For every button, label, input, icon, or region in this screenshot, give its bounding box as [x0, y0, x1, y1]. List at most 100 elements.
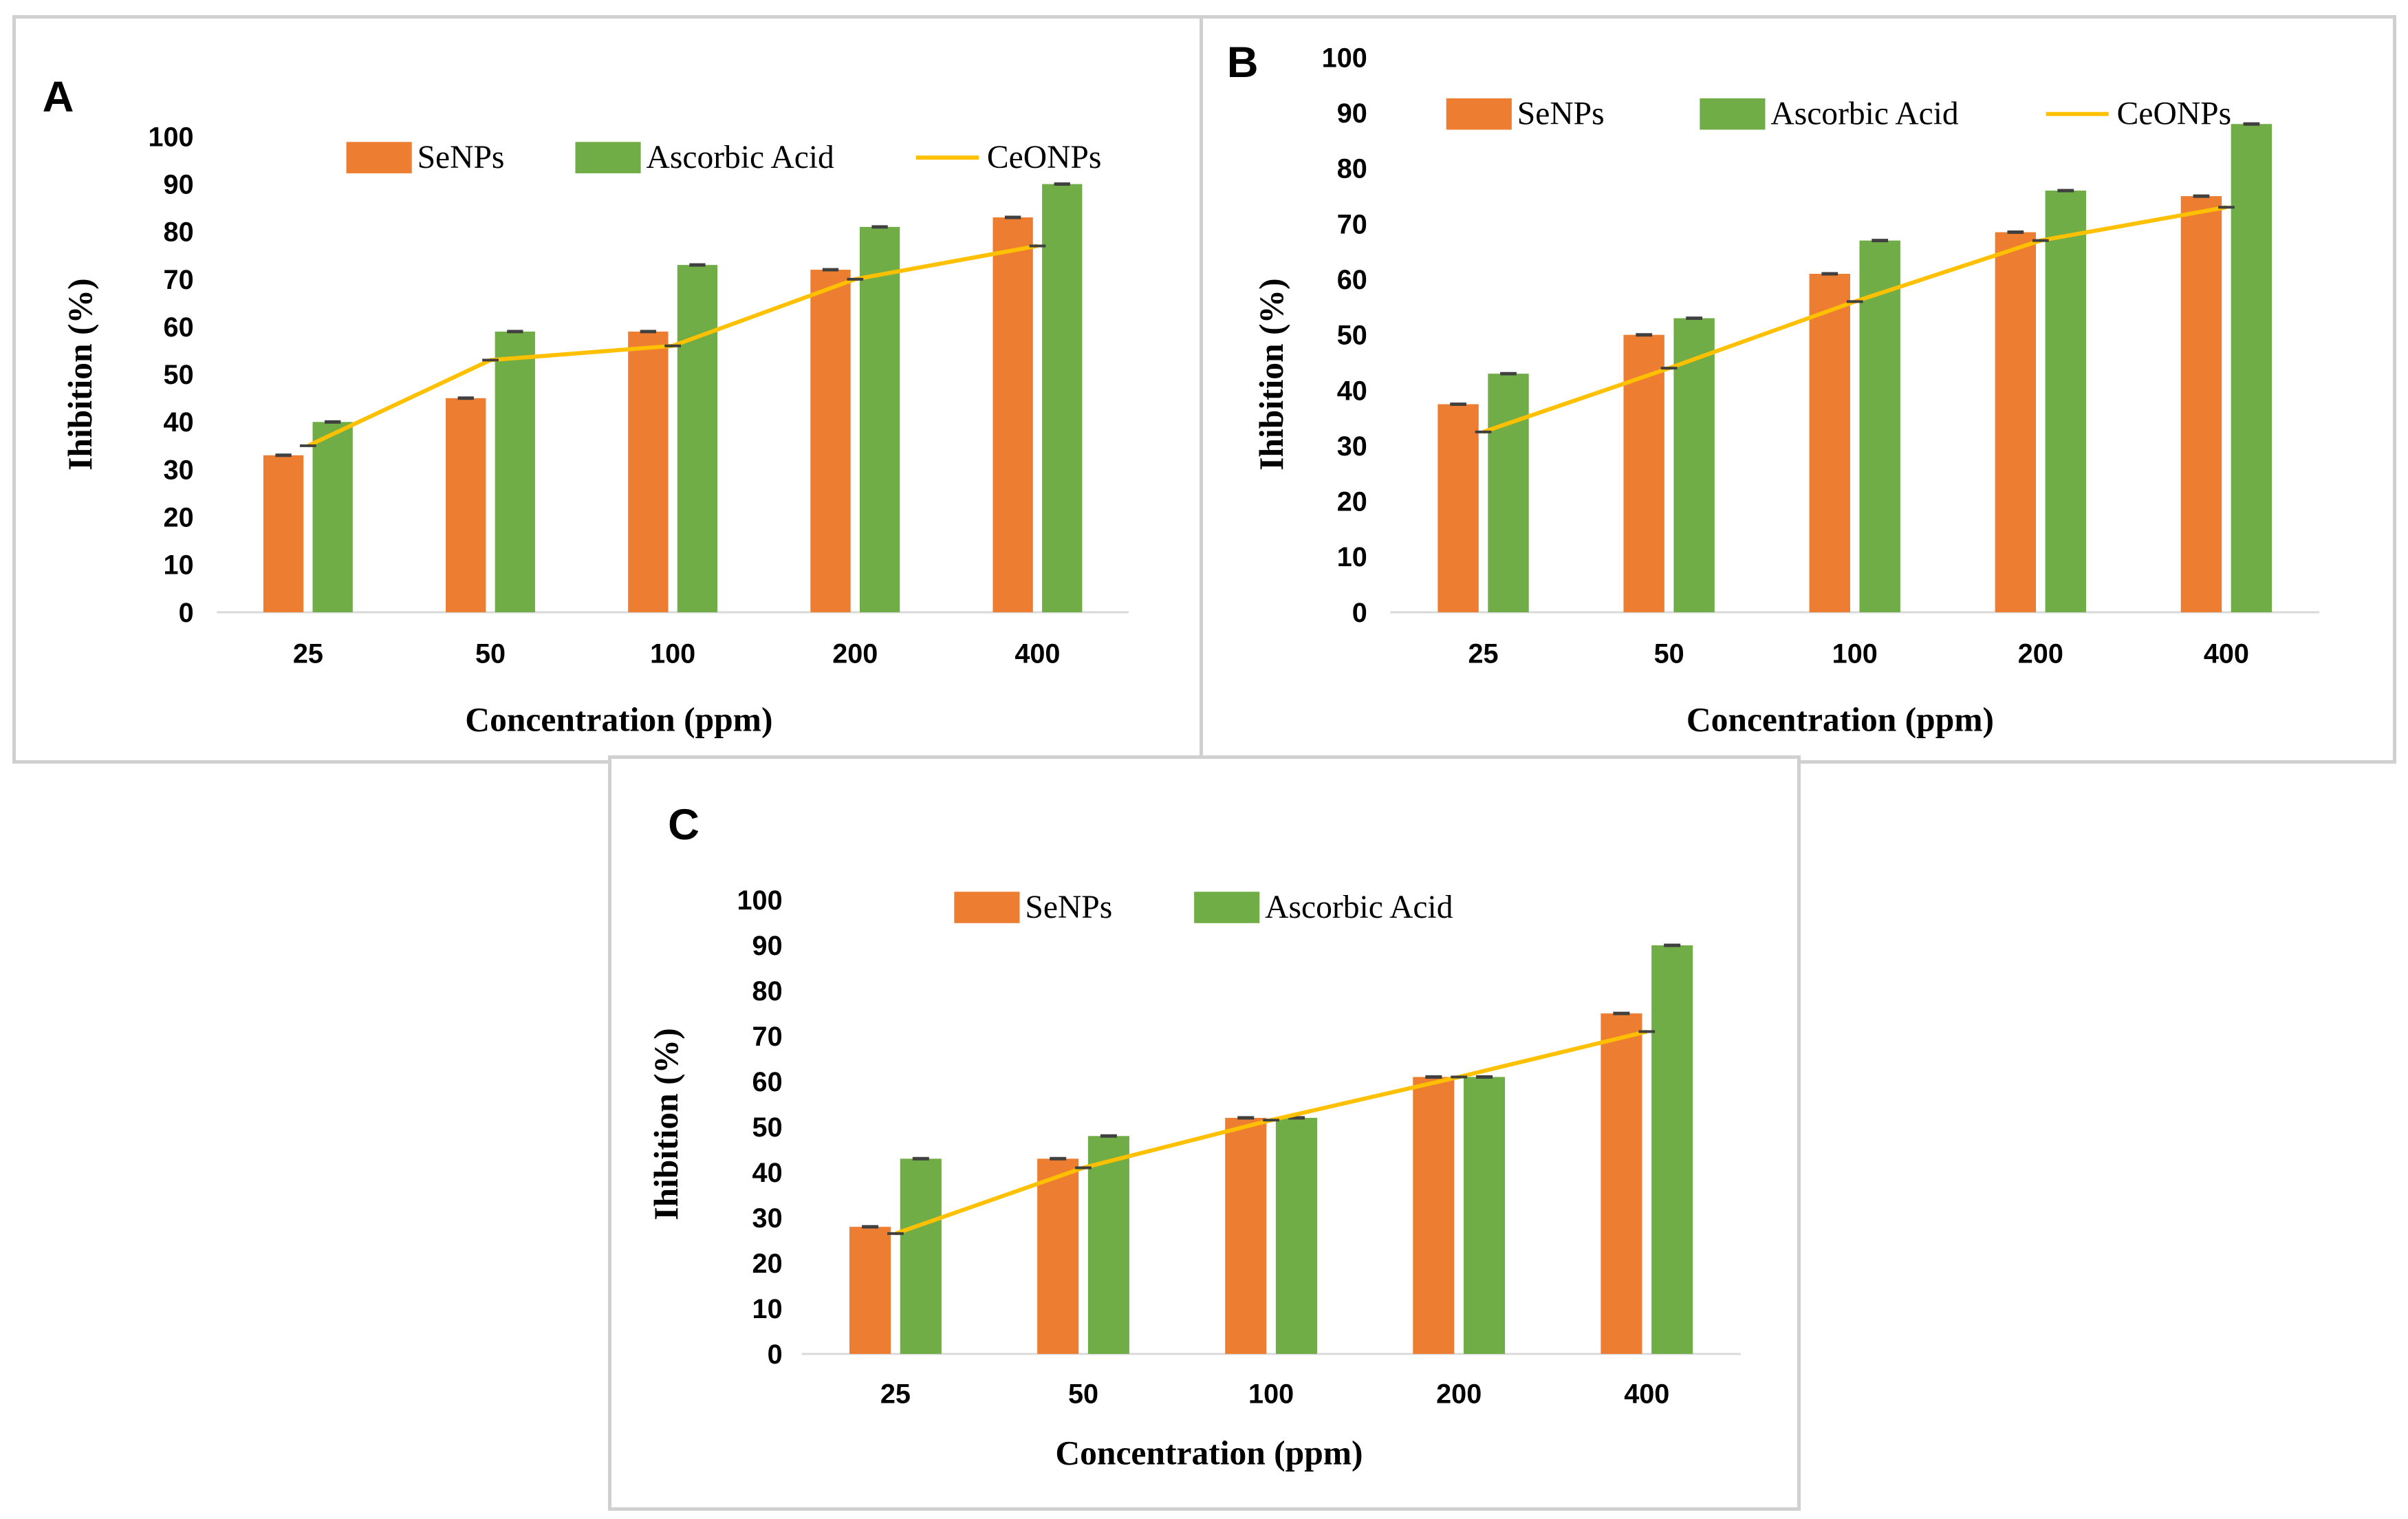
bar-ascorbic-acid	[1087, 1136, 1129, 1355]
legend-swatch-senps	[346, 142, 412, 173]
y-tick-label: 70	[1337, 209, 1367, 239]
x-tick-label: 25	[293, 638, 323, 669]
ceonps-line	[1482, 205, 2227, 434]
legend-label-ascorbic-acid: Ascorbic Acid	[1265, 890, 1453, 925]
y-tick-label: 90	[1337, 98, 1367, 129]
bar-senps	[849, 1227, 891, 1355]
y-tick-label: 90	[752, 931, 783, 961]
panel-label-b: B	[1227, 39, 1259, 87]
legend-swatch-ascorbic-acid	[575, 142, 641, 173]
x-tick-label: 400	[2204, 638, 2249, 669]
y-tick-label: 60	[164, 312, 194, 343]
bar-ascorbic-acid	[1673, 318, 1715, 612]
bar-senps	[1438, 404, 1479, 612]
bar-senps	[263, 455, 304, 612]
bar-ascorbic-acid	[859, 226, 900, 612]
bar-ascorbic-acid	[1488, 374, 1529, 612]
bar-senps	[2180, 196, 2222, 612]
x-axis-title: Concentration (ppm)	[465, 700, 772, 738]
bar-senps	[1995, 232, 2037, 612]
y-axis-title: Ihibition (%)	[61, 279, 99, 471]
y-tick-label: 40	[1337, 376, 1367, 406]
y-tick-label: 100	[148, 122, 193, 152]
x-tick-label: 50	[475, 638, 506, 669]
x-tick-label: 25	[1468, 638, 1499, 669]
bar-ascorbic-acid	[677, 265, 718, 612]
y-tick-label: 30	[752, 1203, 783, 1233]
chart-svg-b: B 0 10 20 30 40 50 60 70 80 90 100 25 50 100 200 400 Conc…	[1227, 39, 2319, 738]
x-axis-title: Concentration (ppm)	[1686, 700, 1994, 738]
y-tick-label: 20	[752, 1249, 783, 1279]
bar-senps	[810, 270, 851, 612]
bar-senps	[1037, 1159, 1079, 1355]
x-tick-label: 25	[880, 1379, 911, 1409]
chart-svg-c: C 0 10 20 30 40 50 60 70 80 90 100 25 50 100 200 400 Conc…	[647, 801, 1741, 1472]
y-tick-label: 0	[768, 1339, 783, 1370]
bar-ascorbic-acid	[1859, 240, 1900, 612]
bar-ascorbic-acid	[1464, 1077, 1506, 1355]
chart-panel-a: A 0 10 20 30 40 50 60 70 80 90 100 25 50 100 200 400 Conc…	[12, 15, 1208, 764]
y-tick-label: 20	[1337, 487, 1367, 517]
bar-senps	[628, 331, 669, 612]
x-tick-label: 50	[1654, 638, 1684, 669]
y-tick-label: 10	[164, 550, 194, 581]
y-tick-label: 40	[164, 407, 194, 438]
legend-swatch-senps	[1446, 98, 1512, 130]
x-tick-label: 100	[1248, 1379, 1294, 1409]
bar-senps	[1601, 1013, 1642, 1355]
y-tick-label: 100	[1322, 43, 1367, 73]
y-tick-label: 60	[752, 1067, 783, 1097]
chart-panel-b: B 0 10 20 30 40 50 60 70 80 90 100 25 50 100 200 400 Conc…	[1200, 15, 2396, 764]
bar-ascorbic-acid	[495, 331, 535, 612]
legend-label-ceonps: CeONPs	[2117, 96, 2231, 132]
x-tick-label: 100	[1832, 638, 1878, 669]
legend-label-ascorbic-acid: Ascorbic Acid	[1770, 96, 1959, 132]
legend-swatch-ascorbic-acid	[1194, 892, 1260, 923]
y-tick-label: 90	[164, 169, 194, 200]
panel-label-c: C	[668, 801, 699, 849]
legend-label-senps: SeNPs	[1025, 890, 1112, 925]
bar-senps	[993, 217, 1033, 612]
y-tick-label: 60	[1337, 265, 1367, 295]
bar-ascorbic-acid	[900, 1159, 942, 1355]
bar-ascorbic-acid	[1651, 945, 1693, 1355]
y-tick-label: 80	[1337, 154, 1367, 184]
y-tick-label: 30	[1337, 431, 1367, 462]
y-tick-label: 0	[1352, 598, 1367, 628]
panel-label-a: A	[43, 73, 74, 121]
y-tick-label: 50	[752, 1112, 783, 1143]
y-tick-label: 100	[737, 885, 783, 916]
bar-ascorbic-acid	[2045, 191, 2087, 612]
bar-senps	[1809, 274, 1850, 612]
y-tick-label: 10	[1337, 542, 1367, 572]
x-tick-label: 200	[2018, 638, 2063, 669]
legend-label-senps: SeNPs	[417, 140, 505, 175]
y-axis-title: Ihibition (%)	[1252, 279, 1290, 471]
legend-label-ascorbic-acid: Ascorbic Acid	[647, 140, 835, 175]
bar-ascorbic-acid	[2231, 124, 2273, 612]
y-tick-label: 30	[164, 455, 194, 485]
y-tick-label: 40	[752, 1158, 783, 1188]
y-tick-label: 70	[752, 1022, 783, 1052]
bar-senps	[1225, 1117, 1267, 1355]
y-tick-label: 20	[164, 503, 194, 533]
ceonps-line	[894, 1029, 1647, 1236]
x-axis-title: Concentration (ppm)	[1055, 1434, 1363, 1472]
bar-senps	[446, 398, 486, 612]
y-tick-label: 0	[179, 598, 194, 628]
legend-swatch-senps	[954, 892, 1020, 923]
bar-ascorbic-acid	[1275, 1117, 1318, 1355]
bar-senps	[1413, 1077, 1455, 1355]
x-tick-label: 400	[1015, 638, 1060, 669]
legend-swatch-ascorbic-acid	[1700, 98, 1766, 130]
x-tick-label: 200	[1436, 1379, 1482, 1409]
x-tick-label: 100	[650, 638, 695, 669]
y-axis-title: Ihibition (%)	[647, 1028, 685, 1220]
legend-label-senps: SeNPs	[1517, 96, 1605, 132]
chart-panel-c: C 0 10 20 30 40 50 60 70 80 90 100 25 50 100 200 400 Conc…	[608, 755, 1801, 1511]
y-tick-label: 50	[1337, 321, 1367, 351]
x-tick-label: 50	[1068, 1379, 1098, 1409]
y-tick-label: 70	[164, 265, 194, 295]
y-tick-label: 80	[164, 217, 194, 248]
x-tick-label: 400	[1624, 1379, 1669, 1409]
